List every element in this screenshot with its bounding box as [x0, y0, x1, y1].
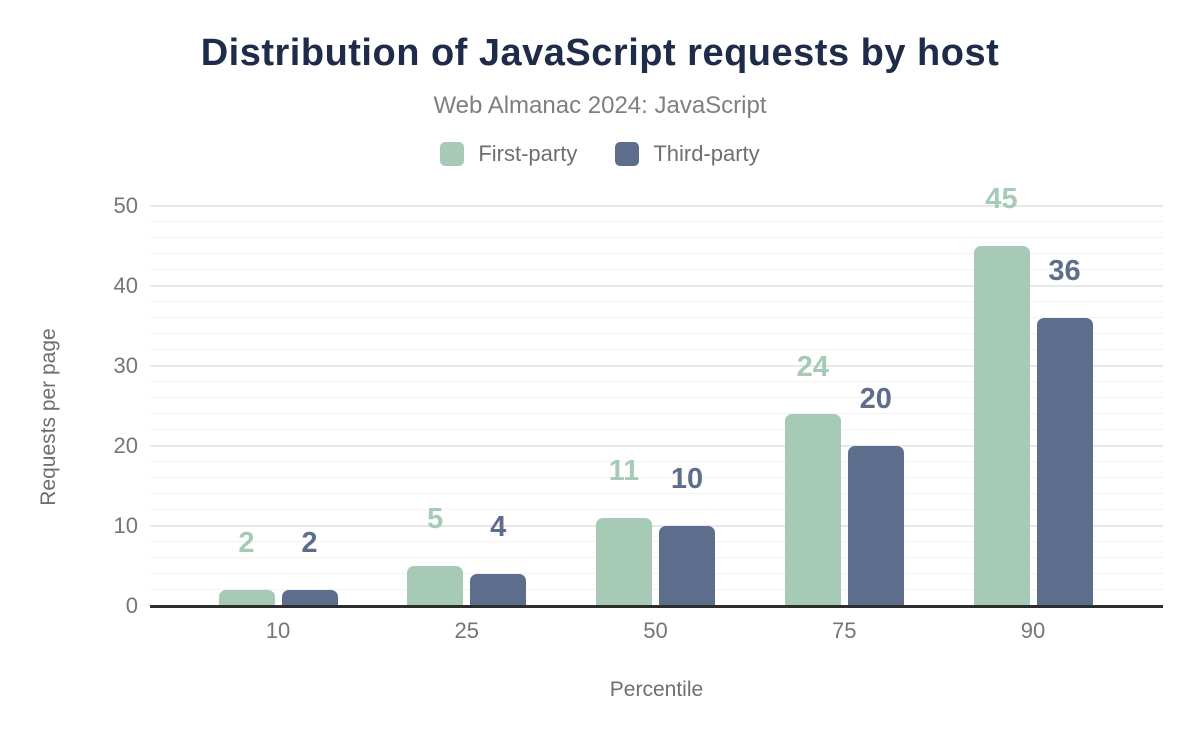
chart-subtitle: Web Almanac 2024: JavaScript — [433, 92, 767, 119]
gridline-minor — [150, 557, 1163, 558]
gridline-minor — [150, 509, 1163, 510]
gridline-major — [150, 525, 1163, 527]
value-label: 24 — [796, 351, 829, 383]
x-tick-label: 25 — [454, 618, 479, 643]
y-tick-label: 30 — [113, 353, 138, 378]
gridline-minor — [150, 477, 1163, 478]
gridline-minor — [150, 253, 1163, 254]
gridline-minor — [150, 541, 1163, 542]
value-label: 36 — [1048, 255, 1081, 287]
bar-third-party-p10[interactable] — [281, 590, 338, 607]
y-tick-label: 50 — [113, 193, 138, 218]
gridline-major — [150, 365, 1163, 367]
x-tick-label: 75 — [832, 618, 857, 643]
y-tick-label: 20 — [113, 433, 138, 458]
gridline-minor — [150, 429, 1163, 430]
gridline-minor — [150, 589, 1163, 590]
first-party-swatch-icon — [440, 142, 465, 166]
value-label: 20 — [859, 383, 892, 415]
chart-title: Distribution of JavaScript requests by h… — [200, 32, 1000, 74]
bar-first-party-p75[interactable] — [784, 414, 841, 607]
y-tick-label: 0 — [125, 593, 138, 618]
x-tick-label: 90 — [1020, 618, 1046, 643]
value-label: 45 — [985, 183, 1018, 215]
gridline-minor — [150, 237, 1163, 238]
legend: First-party Third-party — [0, 141, 1200, 167]
y-tick-label: 40 — [113, 273, 138, 298]
gridline-minor — [150, 397, 1163, 398]
gridline-major — [150, 205, 1163, 207]
bar-first-party-p50[interactable] — [596, 518, 652, 607]
legend-item-first-party[interactable]: First-party — [440, 141, 577, 167]
gridline-minor — [150, 221, 1163, 222]
gridline-minor — [150, 317, 1163, 318]
value-label: 4 — [490, 511, 507, 543]
bar-third-party-p25[interactable] — [470, 574, 527, 607]
x-tick-label: 50 — [643, 618, 668, 643]
bar-third-party-p90[interactable] — [1036, 318, 1093, 607]
y-tick-label: 10 — [113, 513, 138, 538]
gridline-minor — [150, 333, 1163, 334]
gridline-major — [150, 285, 1163, 287]
legend-label-first-party: First-party — [478, 141, 578, 166]
bar-third-party-p75[interactable] — [847, 446, 904, 607]
legend-item-third-party[interactable]: Third-party — [615, 141, 760, 167]
bar-third-party-p50[interactable] — [659, 526, 715, 607]
gridline-minor — [150, 573, 1163, 574]
value-label: 10 — [670, 463, 704, 495]
gridline-minor — [150, 301, 1163, 302]
gridline-minor — [150, 461, 1163, 462]
gridline-minor — [150, 381, 1163, 382]
x-tick-label: 10 — [265, 618, 291, 643]
value-label: 5 — [427, 503, 444, 535]
third-party-swatch-icon — [615, 142, 640, 166]
x-axis-title: Percentile — [609, 678, 704, 701]
gridline-minor — [150, 269, 1163, 270]
bar-first-party-p25[interactable] — [407, 566, 464, 607]
value-label: 11 — [608, 455, 640, 487]
bar-first-party-p10[interactable] — [218, 590, 275, 607]
gridline-minor — [150, 349, 1163, 350]
gridline-minor — [150, 493, 1163, 494]
gridline-minor — [150, 413, 1163, 414]
bar-first-party-p90[interactable] — [973, 246, 1030, 607]
value-label: 2 — [301, 527, 318, 559]
x-axis-line — [150, 605, 1163, 608]
gridline-major — [150, 445, 1163, 447]
legend-label-third-party: Third-party — [653, 141, 760, 166]
value-label: 2 — [238, 527, 255, 559]
